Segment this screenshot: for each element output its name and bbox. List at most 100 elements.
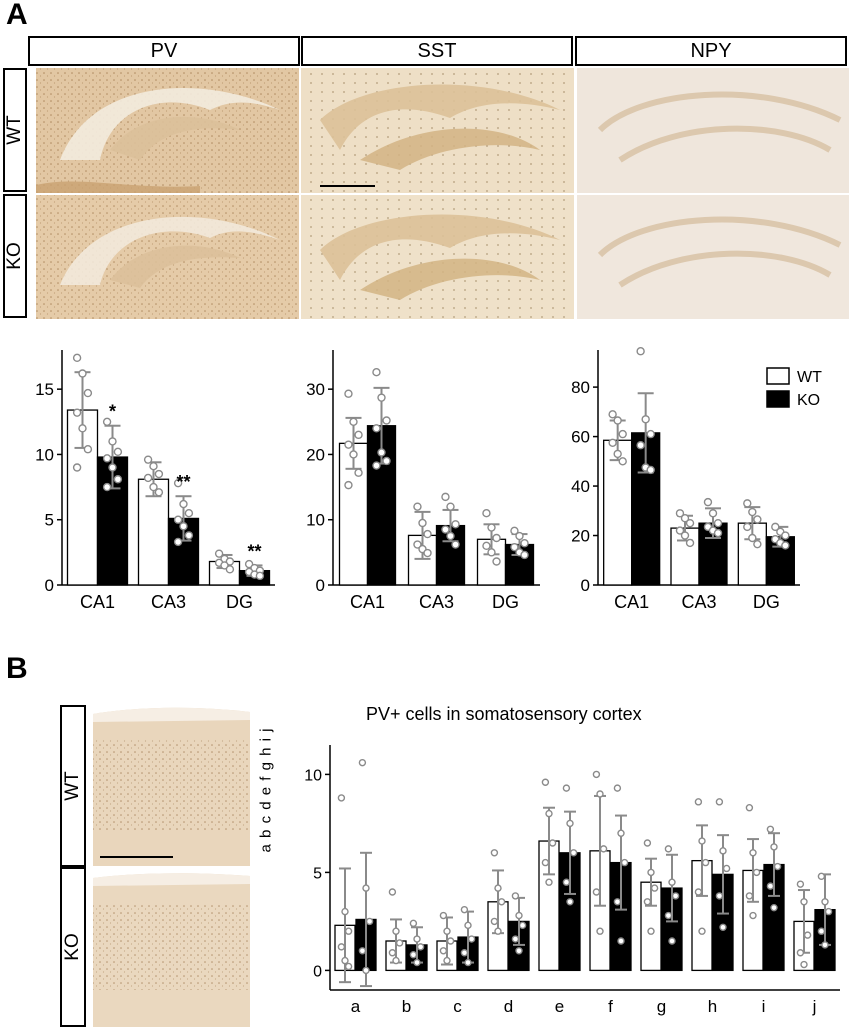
data-point: [753, 539, 762, 549]
data-point: [184, 531, 194, 540]
x-tick-label: h: [708, 997, 717, 1016]
micrograph-pv-ko: [36, 195, 299, 319]
data-point: [617, 937, 625, 945]
data-point: [749, 849, 757, 857]
data-point: [225, 565, 235, 574]
data-point: [668, 937, 676, 945]
data-point: [800, 898, 808, 906]
data-point: [443, 927, 451, 935]
legend-ko-label: KO: [797, 392, 820, 409]
data-point: [487, 548, 496, 557]
data-point: [646, 429, 655, 439]
data-point: [511, 892, 520, 900]
data-point: [515, 911, 523, 920]
data-point: [515, 531, 524, 541]
data-point: [608, 438, 617, 447]
x-tick-label: CA1: [614, 592, 649, 612]
data-point: [821, 941, 829, 949]
x-tick-label: a: [351, 997, 361, 1016]
y-tick-label: 0: [581, 576, 590, 595]
data-point: [349, 417, 358, 427]
legend-wt-swatch: [766, 367, 790, 385]
data-point: [244, 559, 254, 569]
data-point: [83, 445, 93, 454]
data-point: [358, 758, 367, 767]
data-point: [617, 829, 625, 837]
panel-label-a: A: [6, 0, 28, 31]
data-point: [464, 958, 472, 967]
significance-marker: *: [109, 402, 116, 422]
data-point: [599, 845, 608, 853]
data-point: [770, 903, 778, 912]
data-point: [354, 468, 363, 477]
data-point: [713, 518, 723, 528]
data-point: [443, 956, 451, 965]
data-point: [562, 784, 571, 792]
data-point: [220, 561, 229, 570]
micrograph-cortex-wt: [93, 707, 250, 866]
data-point: [613, 784, 622, 792]
data-point: [781, 531, 790, 540]
data-point: [382, 416, 391, 425]
data-point: [685, 538, 695, 548]
y-tick-label: 15: [35, 380, 54, 399]
data-point: [636, 347, 645, 356]
data-point: [395, 939, 404, 947]
data-point: [225, 557, 235, 566]
data-point: [510, 542, 519, 552]
chart-title-cortex: PV+ cells in somatosensory cortex: [366, 704, 642, 724]
data-point: [451, 540, 460, 549]
data-point: [817, 872, 826, 881]
data-point: [618, 457, 627, 466]
data-point: [464, 921, 472, 930]
y-tick-label: 5: [313, 865, 322, 882]
data-point: [821, 898, 829, 906]
data-point: [643, 839, 652, 847]
data-point: [416, 943, 425, 951]
data-point: [592, 888, 601, 896]
data-point: [650, 884, 659, 892]
data-point: [446, 531, 455, 541]
data-point: [694, 798, 703, 806]
data-point: [83, 388, 93, 398]
data-point: [377, 448, 386, 457]
data-point: [108, 437, 117, 446]
x-tick-label: j: [812, 997, 817, 1016]
data-point: [179, 499, 188, 509]
significance-marker: **: [176, 472, 190, 492]
y-tick-label: 0: [313, 963, 322, 980]
row-label-b-wt: WT: [60, 705, 86, 867]
data-point: [179, 522, 188, 531]
data-point: [647, 868, 655, 877]
data-point: [446, 502, 455, 511]
data-point: [566, 898, 574, 906]
y-tick-label: 30: [306, 380, 325, 399]
y-tick-label: 10: [306, 511, 325, 530]
x-tick-label: CA1: [80, 592, 115, 612]
bar-wt-CA1: [603, 439, 633, 586]
data-point: [668, 878, 676, 886]
row-label-b-ko: KO: [60, 867, 86, 1027]
data-point: [647, 927, 655, 935]
data-point: [664, 845, 673, 853]
chart-pv-hippocampus: 0 5 10 15 * CA1 ** CA3 ** DG 0 10 20 30 CA1 CA3 DG 0 20 40 6…: [35, 347, 800, 612]
data-point: [545, 809, 553, 818]
x-tick-label: DG: [226, 592, 253, 612]
data-point: [362, 884, 370, 892]
row-label-wt: WT: [3, 68, 27, 192]
data-point: [439, 911, 448, 920]
y-tick-label: 0: [45, 576, 54, 595]
micrograph-sst-ko: [301, 195, 574, 319]
data-point: [143, 455, 153, 464]
data-point: [596, 927, 604, 935]
y-tick-label: 20: [306, 445, 325, 464]
data-point: [511, 935, 520, 943]
data-point: [773, 862, 782, 871]
data-point: [372, 367, 381, 377]
data-point: [173, 515, 183, 524]
y-tick-label: 40: [571, 477, 590, 496]
data-point: [392, 956, 400, 965]
data-point: [562, 878, 571, 886]
data-point: [349, 450, 358, 459]
data-point: [377, 393, 386, 402]
